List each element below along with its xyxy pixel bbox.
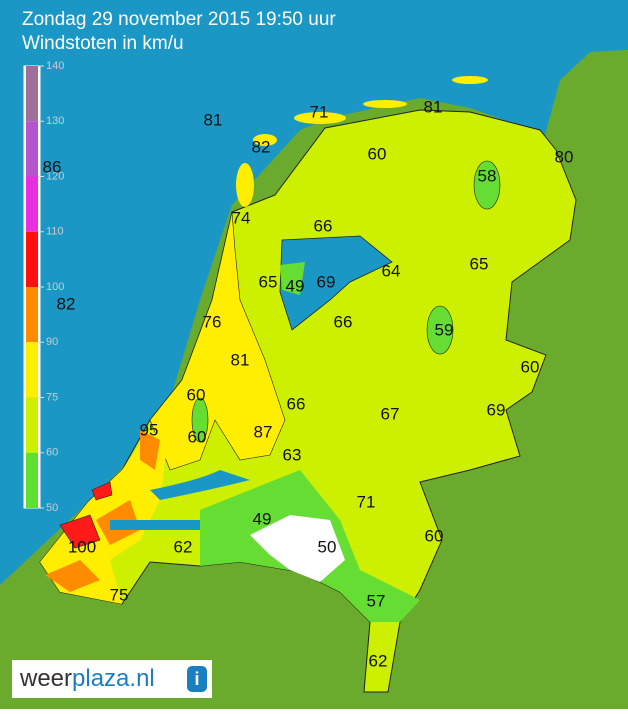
station-value: 60 — [188, 427, 207, 446]
station-value: 60 — [368, 144, 387, 163]
station-value: 63 — [283, 445, 302, 464]
station-value: 74 — [232, 208, 251, 227]
logo-part: plaza.nl — [72, 665, 155, 692]
station-value: 86 — [43, 157, 62, 176]
station-value: 66 — [334, 312, 353, 331]
station-value: 95 — [140, 420, 159, 439]
station-value: 49 — [286, 276, 305, 295]
legend-tick-label: 60 — [46, 447, 58, 459]
zone-50-60 — [280, 262, 305, 295]
logo-box — [12, 660, 212, 698]
legend-band — [26, 231, 38, 287]
station-value: 69 — [317, 272, 336, 291]
station-value: 82 — [57, 294, 76, 313]
station-value: 66 — [287, 394, 306, 413]
legend-band — [26, 66, 38, 122]
legend-tick-label: 50 — [46, 502, 58, 514]
legend-tick-label: 140 — [46, 60, 64, 72]
legend-tick-label: 120 — [46, 170, 64, 182]
station-value: 60 — [521, 357, 540, 376]
station-value: 62 — [174, 537, 193, 556]
station-value: 81 — [231, 350, 250, 369]
island — [236, 163, 254, 207]
station-value: 65 — [259, 272, 278, 291]
station-labels: 81 71 81 82 60 80 58 86 74 66 64 65 65 49 69 82 76 66 59 81… — [43, 97, 574, 670]
legend-band — [26, 342, 38, 398]
station-value: 67 — [381, 404, 400, 423]
logo-icon — [187, 666, 207, 692]
legend-band — [26, 176, 38, 232]
sea — [0, 0, 628, 585]
station-value: 71 — [357, 492, 376, 511]
island — [294, 112, 346, 124]
legend-band — [26, 121, 38, 177]
station-value: 81 — [424, 97, 443, 116]
island — [452, 76, 488, 84]
legend-band — [26, 397, 38, 453]
station-value: 60 — [425, 526, 444, 545]
station-value: 60 — [187, 385, 206, 404]
legend-tick-label: 110 — [46, 226, 64, 238]
zone-100-110 — [59, 481, 113, 549]
station-value: 66 — [314, 216, 333, 235]
logo-icon-text: i — [194, 669, 199, 689]
zone-50-60 — [473, 160, 501, 210]
subtitle: Windstoten in km/u — [22, 33, 184, 54]
station-value: 65 — [470, 254, 489, 273]
logo: weerplaza.nl — [19, 665, 155, 692]
station-value: 87 — [254, 422, 273, 441]
station-value: 49 — [253, 509, 272, 528]
station-value: 50 — [318, 537, 337, 556]
station-value: 69 — [487, 400, 506, 419]
legend-tick-label: 100 — [46, 281, 64, 293]
legend-tick-label: 90 — [46, 336, 58, 348]
island — [253, 134, 277, 146]
title: Zondag 29 november 2015 19:50 uur — [22, 9, 336, 30]
station-value: 59 — [435, 320, 454, 339]
station-value: 58 — [478, 166, 497, 185]
station-value: 71 — [310, 102, 329, 121]
zone-below-50 — [250, 515, 345, 582]
station-value: 75 — [110, 585, 129, 604]
station-value: 82 — [252, 137, 271, 156]
logo-part: weer — [19, 665, 72, 692]
legend-tick-label: 130 — [46, 115, 64, 127]
station-value: 62 — [369, 651, 388, 670]
station-value: 57 — [367, 591, 386, 610]
legend-band — [26, 452, 38, 508]
legend: 140 130 120 110 100 90 75 60 50 — [23, 60, 64, 514]
legend-band — [26, 287, 38, 343]
station-value: 64 — [382, 261, 401, 280]
zone-90-100 — [45, 430, 160, 592]
ijsselmeer — [279, 235, 393, 331]
island — [363, 100, 407, 108]
river-delta — [110, 470, 250, 530]
station-value: 80 — [555, 147, 574, 166]
legend-tick-label: 75 — [46, 391, 58, 403]
zone-75-90 — [149, 211, 286, 471]
station-value: 76 — [203, 312, 222, 331]
zone-50-60 — [426, 305, 454, 355]
station-value: 81 — [204, 110, 223, 129]
station-value: 100 — [68, 537, 96, 556]
zone-50-60 — [191, 397, 209, 443]
